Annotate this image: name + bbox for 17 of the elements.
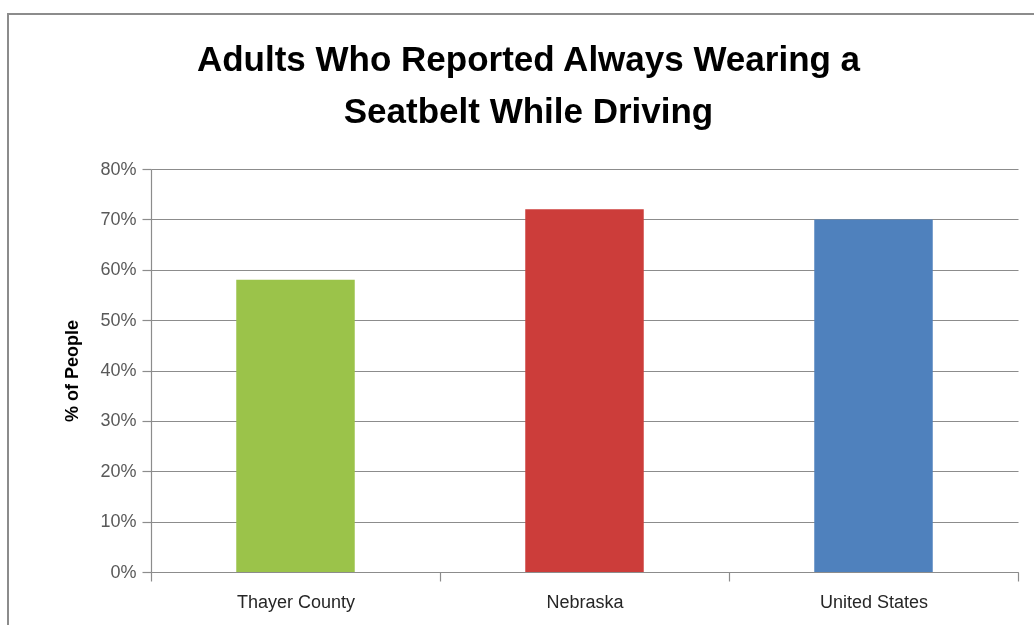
bar xyxy=(525,209,644,572)
x-tick-label: Nebraska xyxy=(546,591,625,612)
chart-title: Adults Who Reported Always Wearing a Seatbelt While Driving xyxy=(196,39,861,130)
x-tick-label: United States xyxy=(819,591,929,612)
y-tick-label: 10% xyxy=(100,511,137,532)
bar xyxy=(236,279,355,572)
y-tick-label: 20% xyxy=(100,460,137,481)
y-tick-label: 50% xyxy=(100,309,137,330)
y-tick-label: 30% xyxy=(100,410,137,431)
y-tick-label: 60% xyxy=(100,259,137,280)
bar xyxy=(814,219,933,572)
y-tick-label: 80% xyxy=(100,158,137,179)
y-axis-title: % of People xyxy=(62,319,83,423)
x-tick-label: Thayer County xyxy=(236,591,356,612)
y-tick-label: 40% xyxy=(100,360,137,380)
y-tick-label: 70% xyxy=(100,208,137,229)
y-tick-label: 0% xyxy=(110,561,137,582)
